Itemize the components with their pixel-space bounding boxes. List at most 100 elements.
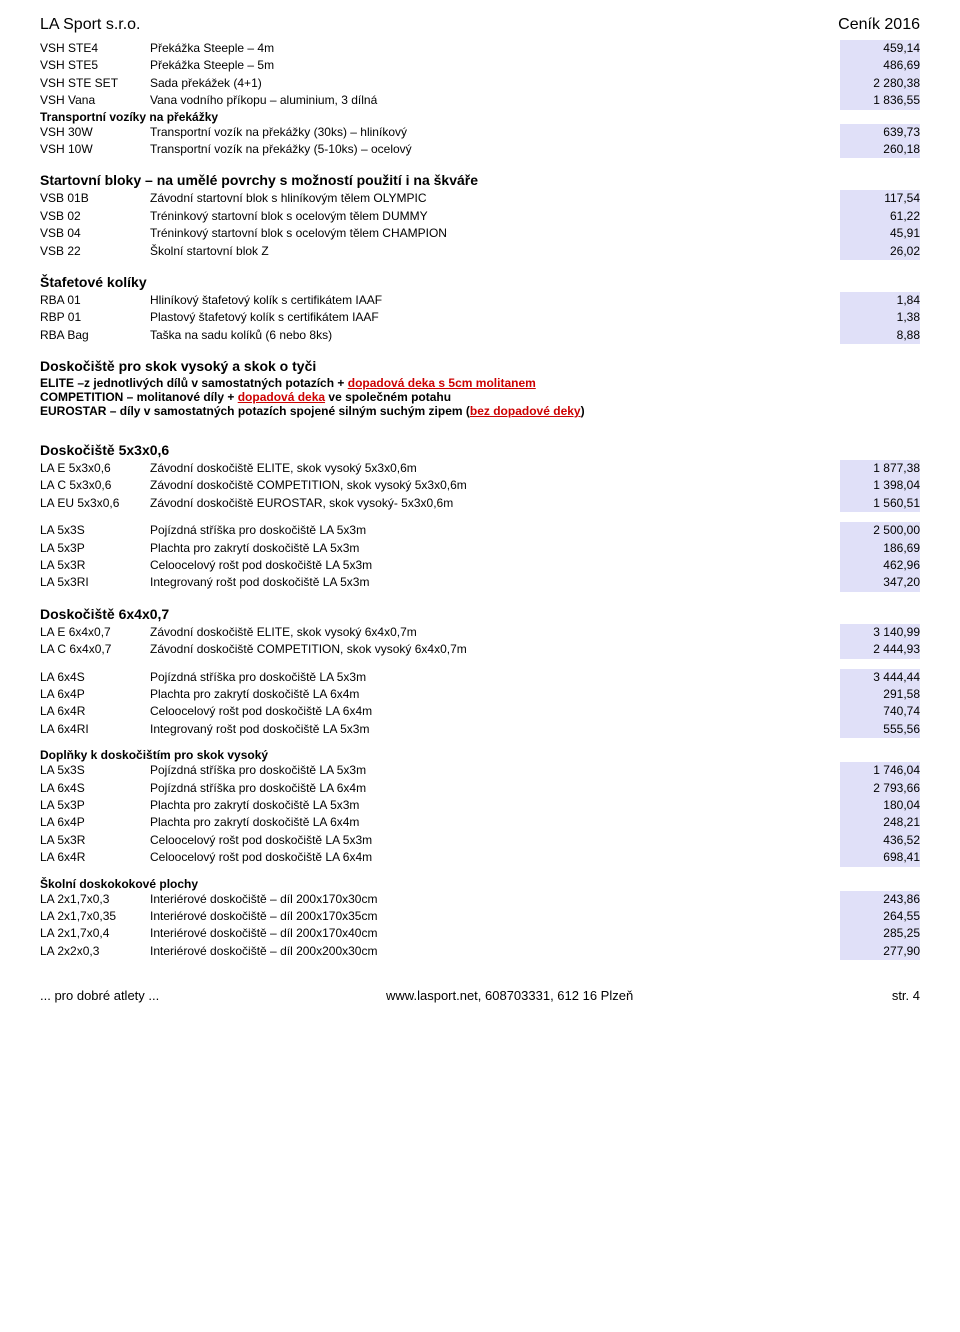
item-code: LA 2x1,7x0,3 bbox=[40, 891, 150, 908]
item-desc: Pojízdná stříška pro doskočiště LA 5x3m bbox=[150, 762, 840, 779]
relay-title: Štafetové kolíky bbox=[40, 274, 920, 290]
item-desc: Plastový štafetový kolík s certifikátem … bbox=[150, 309, 840, 326]
item-desc: Školní startovní blok Z bbox=[150, 243, 840, 260]
item-code: VSB 22 bbox=[40, 243, 150, 260]
item-price: 740,74 bbox=[840, 703, 920, 720]
price-row: LA 6x4PPlachta pro zakrytí doskočiště LA… bbox=[40, 814, 920, 831]
price-row: LA 2x2x0,3Interiérové doskočiště – díl 2… bbox=[40, 943, 920, 960]
price-row: VSH VanaVana vodního příkopu – aluminium… bbox=[40, 92, 920, 109]
group-accessories: LA 5x3SPojízdná stříška pro doskočiště L… bbox=[40, 762, 920, 866]
group-d6: LA E 6x4x0,7Závodní doskočiště ELITE, sk… bbox=[40, 624, 920, 659]
price-row: LA 2x1,7x0,4Interiérové doskočiště – díl… bbox=[40, 925, 920, 942]
item-desc: Tréninkový startovní blok s ocelovým těl… bbox=[150, 208, 840, 225]
item-desc: Závodní doskočiště COMPETITION, skok vys… bbox=[150, 477, 840, 494]
item-code: LA 6x4P bbox=[40, 686, 150, 703]
item-price: 1 836,55 bbox=[840, 92, 920, 109]
price-row: VSH STE4Překážka Steeple – 4m459,14 bbox=[40, 40, 920, 57]
footer-right: str. 4 bbox=[860, 988, 920, 1003]
item-desc: Integrovaný rošt pod doskočiště LA 5x3m bbox=[150, 721, 840, 738]
note-red: dopadová deka s 5cm molitanem bbox=[348, 376, 536, 390]
item-code: LA 2x1,7x0,35 bbox=[40, 908, 150, 925]
item-code: LA 5x3RI bbox=[40, 574, 150, 591]
price-row: VSH STE5Překážka Steeple – 5m486,69 bbox=[40, 57, 920, 74]
item-desc: Sada překážek (4+1) bbox=[150, 75, 840, 92]
landing-note-comp: COMPETITION – molitanové díly + dopadová… bbox=[40, 390, 920, 404]
item-price: 1 877,38 bbox=[840, 460, 920, 477]
item-price: 1,84 bbox=[840, 292, 920, 309]
item-code: LA C 6x4x0,7 bbox=[40, 641, 150, 658]
price-row: LA 5x3SPojízdná stříška pro doskočiště L… bbox=[40, 762, 920, 779]
item-code: LA C 5x3x0,6 bbox=[40, 477, 150, 494]
item-code: LA 6x4P bbox=[40, 814, 150, 831]
item-desc: Transportní vozík na překážky (30ks) – h… bbox=[150, 124, 840, 141]
transport-title: Transportní vozíky na překážky bbox=[40, 110, 920, 124]
item-price: 1 398,04 bbox=[840, 477, 920, 494]
landing-note-elite: ELITE –z jednotlivých dílů v samostatnýc… bbox=[40, 376, 920, 390]
item-desc: Interiérové doskočiště – díl 200x170x30c… bbox=[150, 891, 840, 908]
price-row: LA 5x3RCeloocelový rošt pod doskočiště L… bbox=[40, 557, 920, 574]
item-code: VSH Vana bbox=[40, 92, 150, 109]
item-price: 248,21 bbox=[840, 814, 920, 831]
item-code: LA 5x3P bbox=[40, 540, 150, 557]
item-price: 3 140,99 bbox=[840, 624, 920, 641]
item-price: 347,20 bbox=[840, 574, 920, 591]
price-row: LA 5x3PPlachta pro zakrytí doskočiště LA… bbox=[40, 797, 920, 814]
item-desc: Plachta pro zakrytí doskočiště LA 6x4m bbox=[150, 814, 840, 831]
note-red: dopadová deka bbox=[238, 390, 325, 404]
item-price: 277,90 bbox=[840, 943, 920, 960]
note-text: EUROSTAR – díly v samostatných potazích … bbox=[40, 404, 470, 418]
item-desc: Závodní doskočiště EUROSTAR, skok vysoký… bbox=[150, 495, 840, 512]
d5-title: Doskočiště 5x3x0,6 bbox=[40, 442, 920, 458]
item-desc: Překážka Steeple – 5m bbox=[150, 57, 840, 74]
price-row: LA 2x1,7x0,3Interiérové doskočiště – díl… bbox=[40, 891, 920, 908]
price-row: LA 6x4RCeloocelový rošt pod doskočiště L… bbox=[40, 849, 920, 866]
price-row: VSB 22Školní startovní blok Z26,02 bbox=[40, 243, 920, 260]
price-row: VSB 01BZávodní startovní blok s hliníkov… bbox=[40, 190, 920, 207]
item-code: RBA 01 bbox=[40, 292, 150, 309]
item-price: 8,88 bbox=[840, 327, 920, 344]
item-desc: Plachta pro zakrytí doskočiště LA 6x4m bbox=[150, 686, 840, 703]
item-code: RBA Bag bbox=[40, 327, 150, 344]
page-header: LA Sport s.r.o. Ceník 2016 bbox=[40, 16, 920, 34]
item-price: 180,04 bbox=[840, 797, 920, 814]
footer-center: www.lasport.net, 608703331, 612 16 Plzeň bbox=[159, 988, 860, 1003]
item-code: LA 5x3S bbox=[40, 522, 150, 539]
item-desc: Závodní startovní blok s hliníkovým těle… bbox=[150, 190, 840, 207]
note-red: bez dopadové deky bbox=[470, 404, 581, 418]
group-blocks: VSB 01BZávodní startovní blok s hliníkov… bbox=[40, 190, 920, 260]
item-code: VSH 30W bbox=[40, 124, 150, 141]
price-row: VSB 04Tréninkový startovní blok s ocelov… bbox=[40, 225, 920, 242]
item-code: VSH STE SET bbox=[40, 75, 150, 92]
item-code: VSH STE4 bbox=[40, 40, 150, 57]
item-price: 2 444,93 bbox=[840, 641, 920, 658]
item-code: LA 6x4S bbox=[40, 780, 150, 797]
item-price: 243,86 bbox=[840, 891, 920, 908]
group-d5: LA E 5x3x0,6Závodní doskočiště ELITE, sk… bbox=[40, 460, 920, 512]
item-price: 639,73 bbox=[840, 124, 920, 141]
group-top-items: VSH STE4Překážka Steeple – 4m459,14VSH S… bbox=[40, 40, 920, 110]
item-desc: Závodní doskočiště COMPETITION, skok vys… bbox=[150, 641, 840, 658]
price-row: VSH 30WTransportní vozík na překážky (30… bbox=[40, 124, 920, 141]
item-desc: Plachta pro zakrytí doskočiště LA 5x3m bbox=[150, 540, 840, 557]
note-text: ) bbox=[581, 404, 585, 418]
group-transport: VSH 30WTransportní vozík na překážky (30… bbox=[40, 124, 920, 159]
item-code: LA EU 5x3x0,6 bbox=[40, 495, 150, 512]
item-price: 1 746,04 bbox=[840, 762, 920, 779]
item-desc: Taška na sadu kolíků (6 nebo 8ks) bbox=[150, 327, 840, 344]
price-row: LA 6x4SPojízdná stříška pro doskočiště L… bbox=[40, 780, 920, 797]
item-code: VSB 04 bbox=[40, 225, 150, 242]
item-code: LA 5x3P bbox=[40, 797, 150, 814]
price-row: RBA 01Hliníkový štafetový kolík s certif… bbox=[40, 292, 920, 309]
item-price: 459,14 bbox=[840, 40, 920, 57]
item-code: LA E 6x4x0,7 bbox=[40, 624, 150, 641]
item-price: 2 280,38 bbox=[840, 75, 920, 92]
header-company: LA Sport s.r.o. bbox=[40, 16, 141, 34]
item-price: 2 793,66 bbox=[840, 780, 920, 797]
price-row: LA 5x3PPlachta pro zakrytí doskočiště LA… bbox=[40, 540, 920, 557]
group-relay: RBA 01Hliníkový štafetový kolík s certif… bbox=[40, 292, 920, 344]
item-desc: Tréninkový startovní blok s ocelovým těl… bbox=[150, 225, 840, 242]
group-d6-acc: LA 6x4SPojízdná stříška pro doskočiště L… bbox=[40, 669, 920, 739]
price-row: LA 6x4RIIntegrovaný rošt pod doskočiště … bbox=[40, 721, 920, 738]
d6-title: Doskočiště 6x4x0,7 bbox=[40, 606, 920, 622]
item-desc: Interiérové doskočiště – díl 200x170x40c… bbox=[150, 925, 840, 942]
